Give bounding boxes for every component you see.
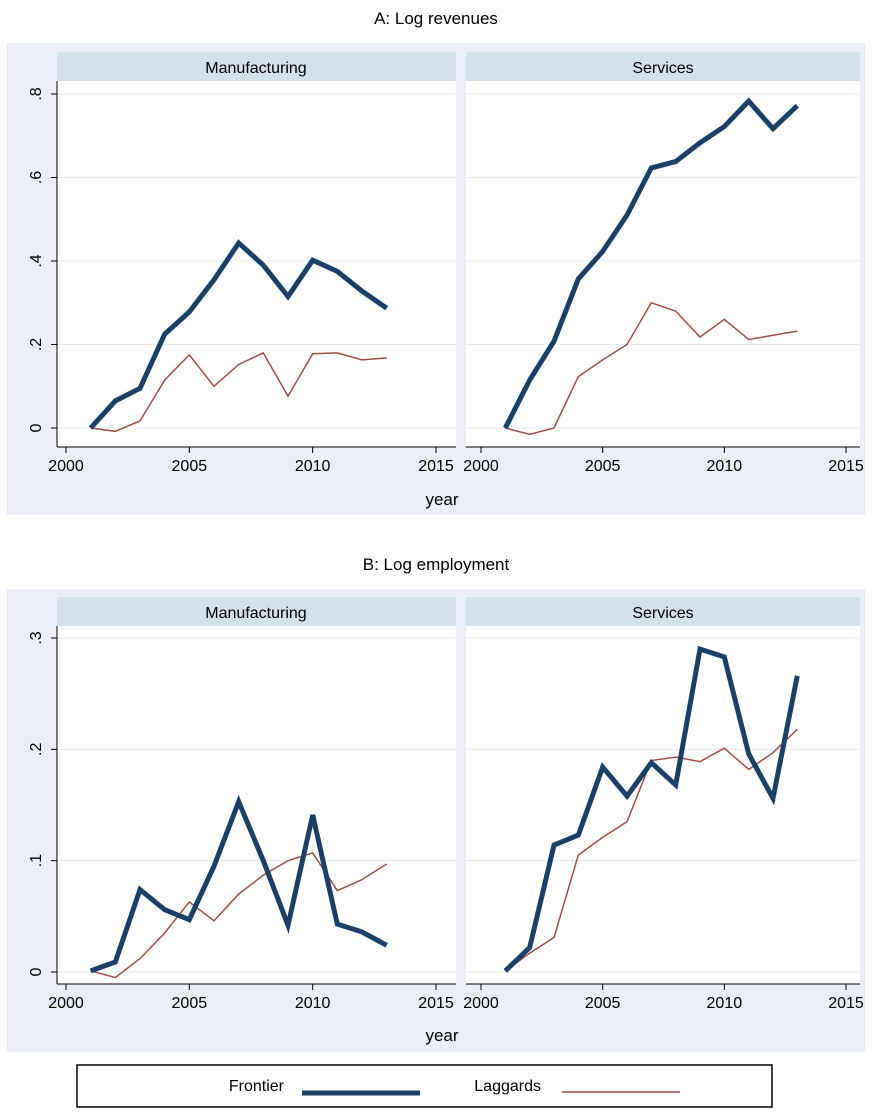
panel-strip [57,52,456,81]
chart-a-x-axis-label: year [425,490,458,509]
legend-label-frontier: Frontier [229,1078,285,1095]
panel-strip-label: Manufacturing [205,605,306,622]
y-tick-label: .4 [28,254,45,267]
x-tick-label: 2000 [48,995,84,1012]
chart-b-x-axis-label: year [425,1026,458,1045]
plot-area [57,626,456,984]
legend-box [76,1064,773,1108]
legend: Frontier Laggards [76,1064,773,1108]
panel-strip [466,52,860,81]
panel-strip-label: Manufacturing [205,60,306,77]
series-line-laggards [90,351,387,433]
series-line-frontier [89,794,388,974]
y-tick-label: .6 [28,171,45,184]
y-tick-label: 0 [28,423,45,432]
panel-content: 2000 2005 2010 2015 0 .1 .2 .3 [28,626,456,1012]
series-line-frontier [503,97,800,430]
chart-b: Manufacturing 2000 2005 2010 2015 0 .1 .2 .3 Se… [7,589,865,1052]
panel-content: 2000 2005 2010 2015 0 .2 .4 .6 .8 [28,81,456,475]
x-tick-label: 2005 [172,995,208,1012]
panel-strip-label: Services [632,605,693,622]
plot-area [466,626,860,984]
plot-area [57,81,456,447]
x-tick-label: 2015 [418,458,454,475]
series-line-frontier [503,645,800,973]
chart-a-panel-services: Services 2000 2005 2010 2015 [463,52,864,475]
x-tick-label: 2005 [585,995,621,1012]
y-tick-label: .3 [28,631,45,644]
x-tick-label: 2010 [707,458,743,475]
y-tick-label: 0 [28,967,45,976]
panel-content: 2000 2005 2010 2015 [463,93,864,475]
x-tick-label: 2015 [418,995,454,1012]
x-tick-label: 2010 [295,995,331,1012]
panel-content: 2000 2005 2010 2015 [463,637,864,1012]
chart-b-panel-manufacturing: Manufacturing 2000 2005 2010 2015 0 .1 .2 .3 [28,597,456,1012]
chart-a: Manufacturing 2000 2005 2010 20150.2.4.6.8 … [7,43,865,515]
panel-strip [466,597,860,626]
chart-b-title: B: Log employment [363,555,510,574]
chart-b-panel-services: Services 2000 2005 2010 2015 [463,597,864,1012]
x-tick-label: 2000 [463,458,499,475]
y-tick-label: .8 [28,87,45,100]
series-line-laggards [505,301,798,436]
plot-area [466,81,860,447]
chart-a-title: A: Log revenues [374,9,498,28]
panel-strip-label: Services [632,60,693,77]
x-tick-label: 2015 [828,458,864,475]
y-tick-label: .2 [28,338,45,351]
y-tick-label: .2 [28,743,45,756]
panel-strip [57,597,456,626]
x-tick-label: 2000 [463,995,499,1012]
x-tick-label: 2010 [707,995,743,1012]
chart-a-panel-manufacturing: Manufacturing 2000 2005 2010 2015 0 .2 .4 .6 .8 [28,52,456,475]
legend-label-laggards: Laggards [474,1078,541,1095]
series-line-frontier [88,239,389,430]
y-tick-label: .1 [28,854,45,867]
x-tick-label: 2015 [828,995,864,1012]
x-tick-label: 2005 [585,458,621,475]
x-tick-label: 2005 [172,458,208,475]
x-tick-label: 2000 [48,458,84,475]
series-line-laggards [90,852,388,979]
x-tick-label: 2010 [295,458,331,475]
